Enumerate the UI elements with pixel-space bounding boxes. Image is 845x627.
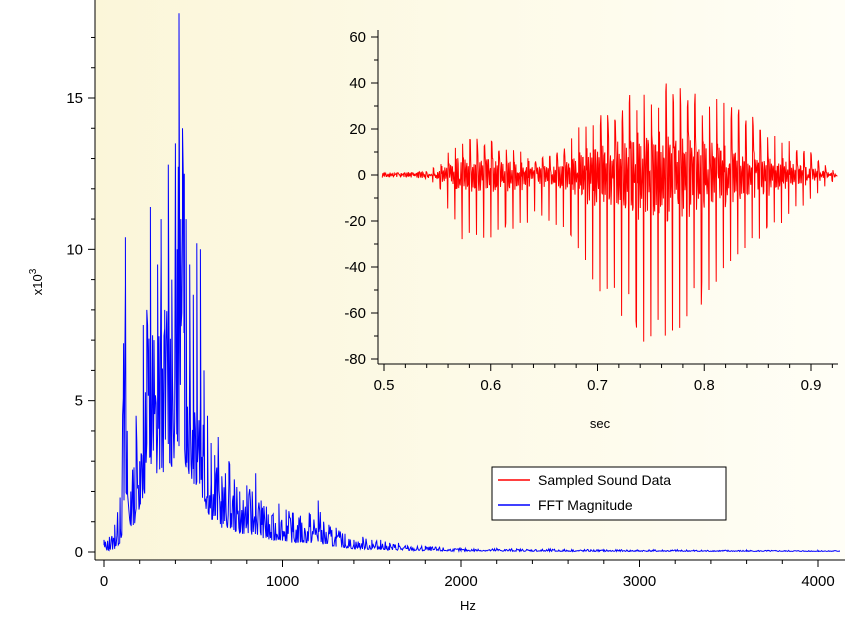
- inset-y-tick-label: -20: [344, 213, 366, 230]
- inset-y-tick-label: -40: [344, 259, 366, 276]
- main-x-tick-label: 2000: [444, 573, 477, 590]
- inset-y-tick-label: -80: [344, 351, 366, 368]
- legend: Sampled Sound Data FFT Magnitude: [491, 466, 727, 521]
- main-axes: 0 1000 2000 3000 4000 0 5 10 15: [66, 0, 845, 590]
- main-x-tick-label: 4000: [801, 573, 834, 590]
- inset-y-tick-label: 20: [349, 121, 366, 138]
- legend-label-fft: FFT Magnitude: [538, 497, 633, 513]
- inset-y-tick-label: 0: [358, 167, 366, 184]
- inset-x-tick-label: 0.6: [480, 377, 501, 394]
- main-y-tick-label: 5: [75, 393, 83, 410]
- legend-box: [491, 466, 727, 521]
- inset-y-tick-label: -60: [344, 305, 366, 322]
- fft-magnitude-line: [103, 13, 840, 553]
- main-x-axis-title: Hz: [460, 598, 476, 613]
- main-y-tick-label: 10: [66, 241, 83, 258]
- fft-magnitude-series: [103, 13, 840, 553]
- main-y-axis-title: x103: [28, 268, 45, 295]
- main-y-tick-label: 0: [75, 544, 83, 561]
- sampled-sound-line: [381, 83, 838, 342]
- main-x-tick-label: 0: [100, 573, 108, 590]
- legend-label-sampled: Sampled Sound Data: [538, 472, 671, 488]
- main-x-tick-label: 3000: [623, 573, 656, 590]
- inset-x-tick-label: 0.7: [587, 377, 608, 394]
- sampled-sound-series: [381, 83, 838, 342]
- inset-y-tick-label: 40: [349, 75, 366, 92]
- inset-x-tick-label: 0.9: [801, 377, 822, 394]
- inset-axes: 0.5 0.6 0.7 0.8 0.9 -80 -60 -40 -20 0 20 40 60: [344, 29, 838, 394]
- main-x-tick-label: 1000: [266, 573, 299, 590]
- inset-x-axis-title: sec: [590, 416, 611, 431]
- main-y-tick-label: 15: [66, 90, 83, 107]
- inset-y-tick-label: 60: [349, 29, 366, 46]
- y-axis-title-base: x10: [30, 274, 45, 295]
- inset-x-tick-label: 0.5: [374, 377, 395, 394]
- y-axis-title-exponent: 3: [28, 268, 39, 274]
- inset-x-tick-label: 0.8: [694, 377, 715, 394]
- svg-text:x103: x103: [28, 268, 45, 295]
